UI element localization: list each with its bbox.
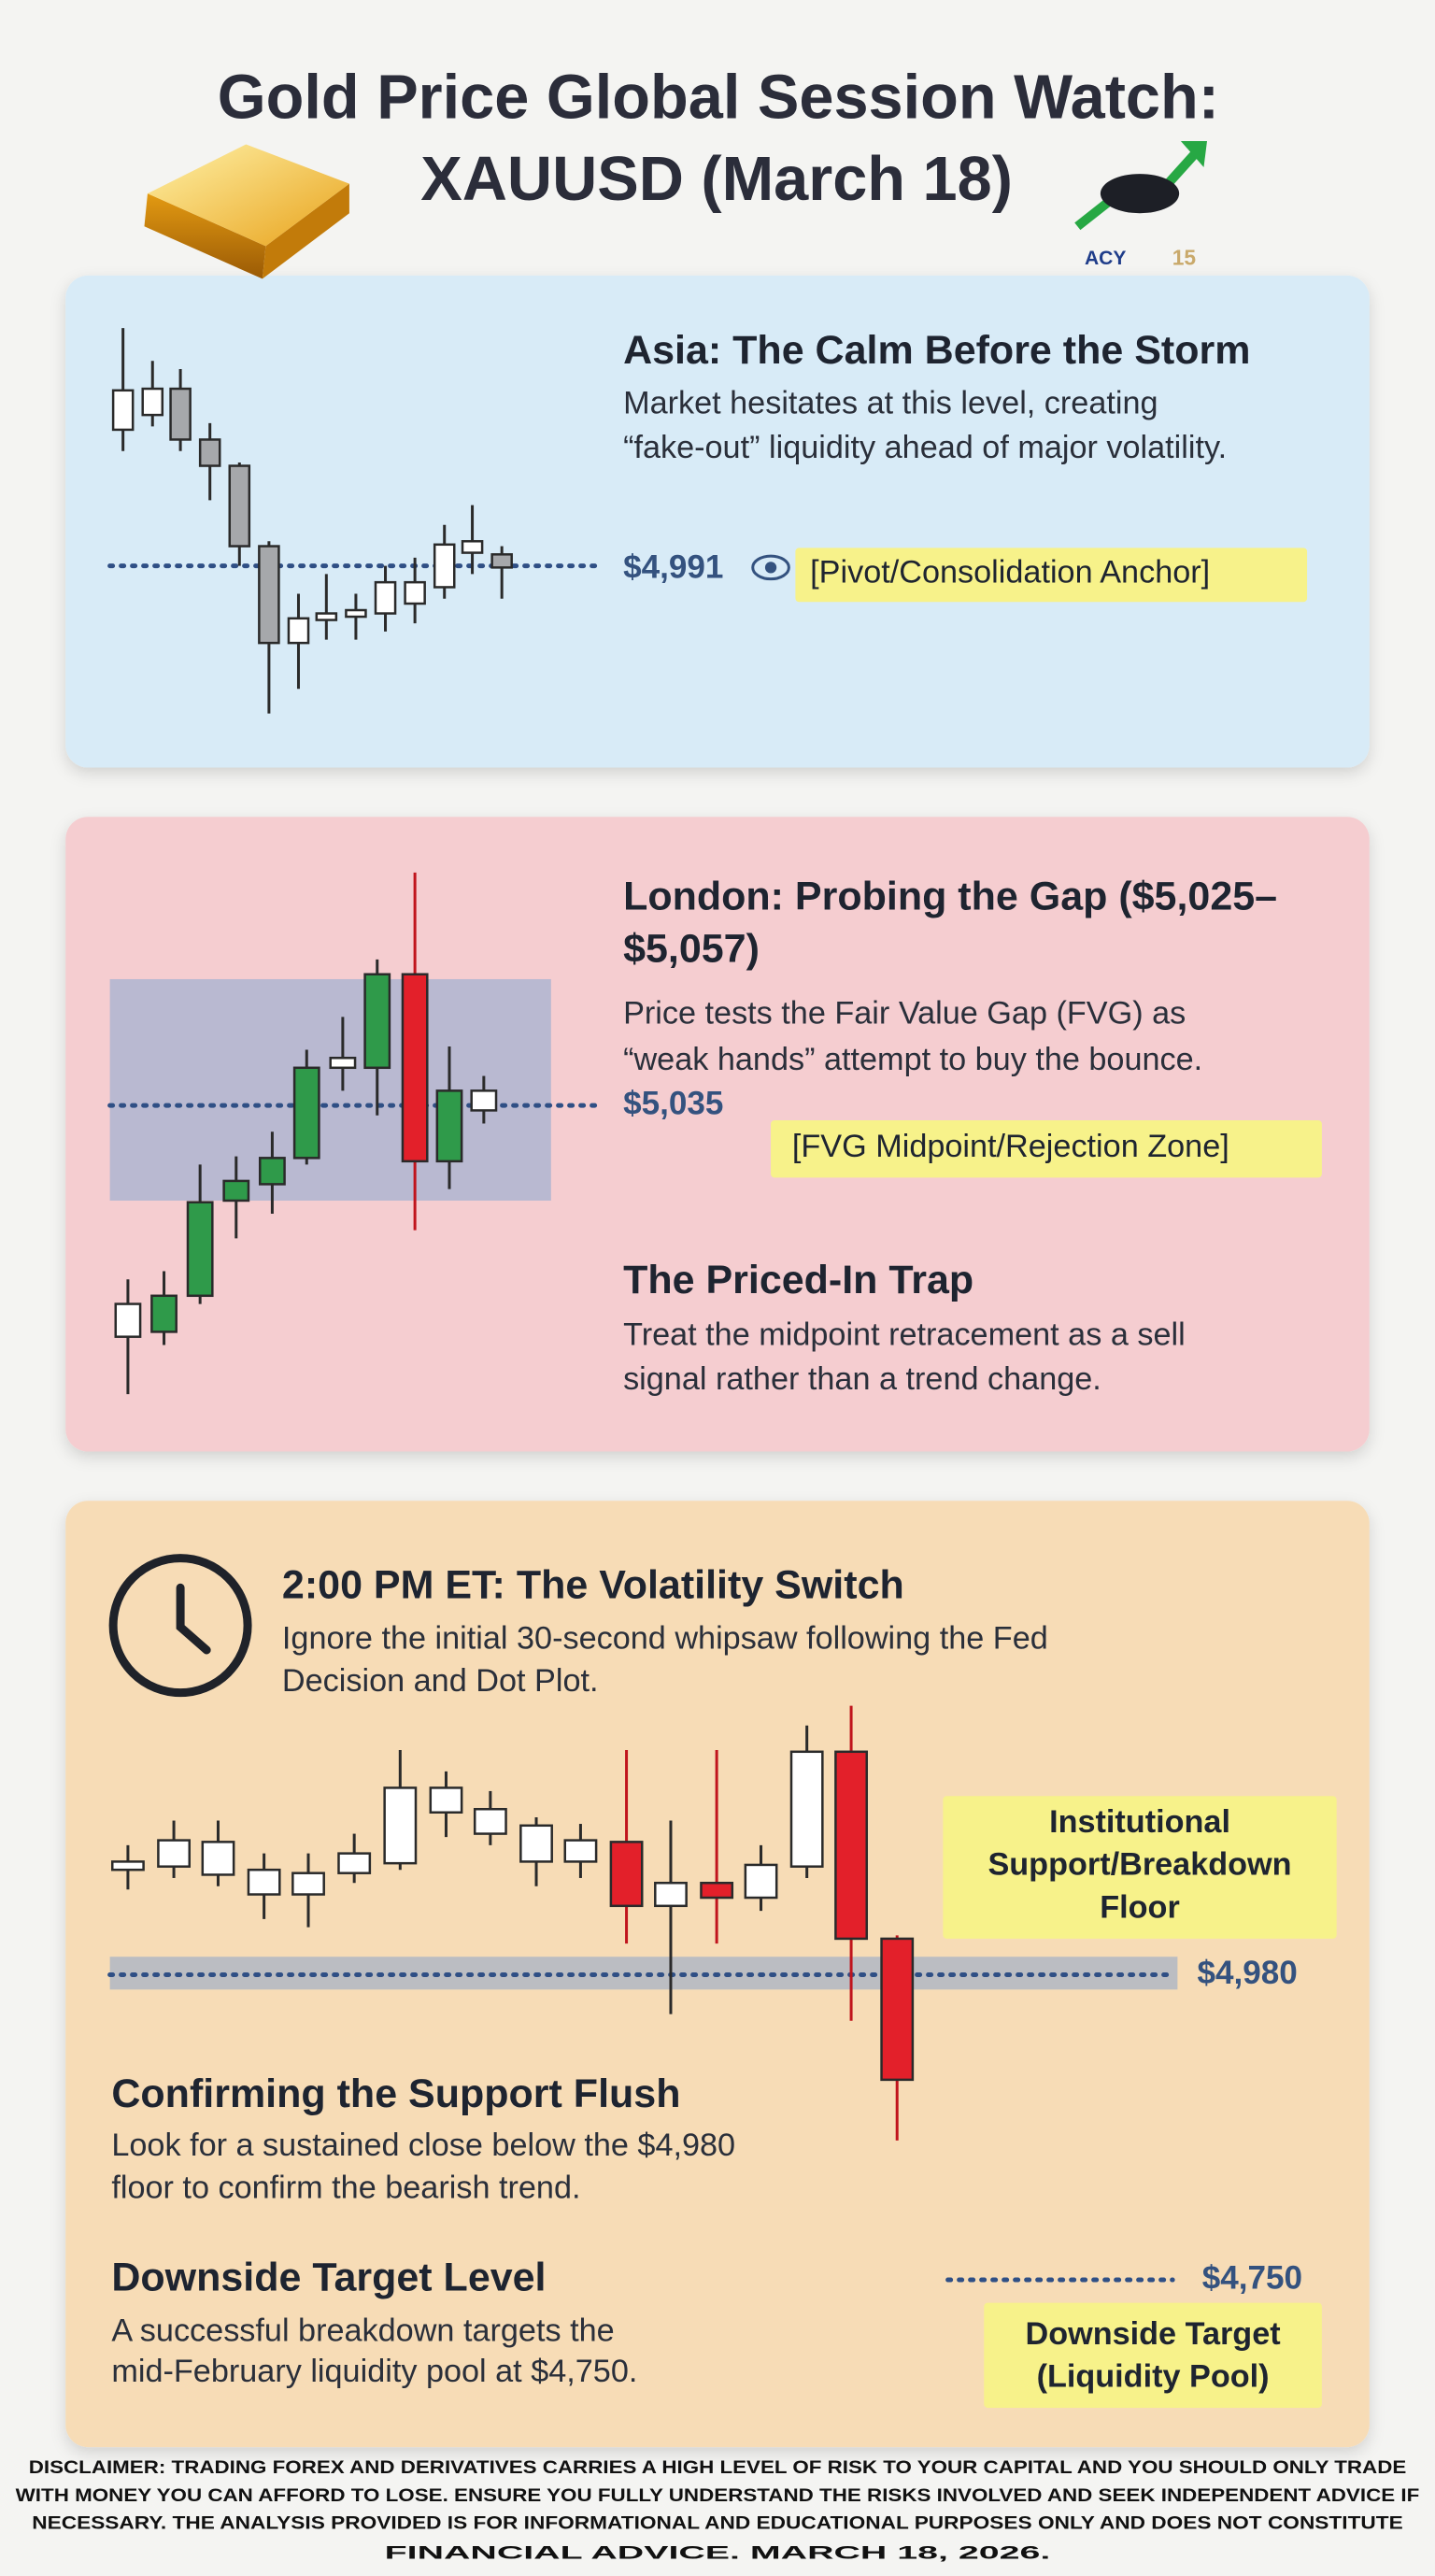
disclaimer: DISCLAIMER: TRADING FOREX AND DERIVATIVE… bbox=[29, 2458, 1407, 2478]
brand: ACY bbox=[1085, 248, 1126, 269]
label-highlight bbox=[771, 1119, 1322, 1178]
candle-body bbox=[383, 1786, 418, 1865]
section-body: A successful breakdown targets the bbox=[111, 2313, 614, 2348]
section-body: Ignore the initial 30-second whipsaw fol… bbox=[282, 1620, 1048, 1656]
candle-body bbox=[150, 1294, 178, 1333]
section-title: 2:00 PM ET: The Volatility Switch bbox=[282, 1563, 904, 1608]
candle-body bbox=[287, 617, 310, 645]
candle-body bbox=[186, 1201, 214, 1298]
candle-body bbox=[519, 1824, 553, 1863]
eye-icon bbox=[751, 554, 790, 581]
candle-body bbox=[258, 1157, 286, 1186]
level-price: $4,750 bbox=[1202, 2259, 1302, 2296]
candle-body bbox=[700, 1881, 734, 1900]
candle-body bbox=[315, 612, 338, 621]
candle-body bbox=[609, 1841, 644, 1908]
section-body: Market hesitates at this level, creating bbox=[623, 386, 1158, 421]
candle-body bbox=[654, 1881, 688, 1908]
logo-bull bbox=[1100, 174, 1180, 214]
london-panel bbox=[65, 817, 1370, 1452]
section-body: Price tests the Fair Value Gap (FVG) as bbox=[623, 996, 1186, 1032]
candle-body bbox=[470, 1089, 498, 1112]
level-price: $4,991 bbox=[623, 548, 723, 585]
candle-body bbox=[490, 553, 513, 569]
candle-body bbox=[433, 543, 456, 589]
candle-body bbox=[563, 1839, 598, 1863]
section-title: The Priced-In Trap bbox=[623, 1258, 973, 1302]
candle-body bbox=[110, 1860, 145, 1872]
candle-body bbox=[292, 1066, 320, 1160]
candle-body bbox=[345, 608, 367, 619]
section-title: $5,057) bbox=[623, 927, 760, 972]
candle-body bbox=[435, 1089, 463, 1163]
logo-arrowhead bbox=[1180, 140, 1207, 168]
level-label: Floor bbox=[1100, 1889, 1180, 1925]
candle-body bbox=[429, 1786, 463, 1814]
candle-body bbox=[111, 389, 135, 432]
candle-body bbox=[157, 1839, 192, 1868]
candle-body bbox=[404, 580, 426, 605]
section-title: Asia: The Calm Before the Storm bbox=[623, 328, 1250, 373]
section-body: Decision and Dot Plot. bbox=[282, 1663, 599, 1699]
section-title: Downside Target Level bbox=[111, 2255, 546, 2299]
gold-bar-front bbox=[262, 183, 349, 279]
candle-body bbox=[222, 1179, 250, 1203]
level-price: $4,980 bbox=[1197, 1955, 1297, 1991]
candle-body bbox=[198, 438, 221, 467]
candle-body bbox=[337, 1852, 372, 1874]
candle-body bbox=[141, 387, 164, 417]
title: XAUUSD (March 18) bbox=[420, 145, 1013, 214]
clock-icon bbox=[108, 1554, 252, 1698]
candle-body bbox=[258, 545, 280, 645]
clock-hands bbox=[176, 1583, 211, 1655]
section-body: Treat the midpoint retracement as a sell bbox=[623, 1317, 1186, 1353]
label-highlight bbox=[795, 548, 1308, 603]
section-body: Look for a sustained close below the $4,… bbox=[111, 2128, 735, 2163]
level-label: (Liquidity Pool) bbox=[1037, 2358, 1270, 2394]
candle-body bbox=[329, 1057, 357, 1070]
candle-body bbox=[473, 1807, 507, 1835]
candle-body bbox=[228, 464, 251, 548]
candle-body bbox=[291, 1872, 325, 1896]
section-body: floor to confirm the bearish trend. bbox=[111, 2170, 580, 2206]
gold-bar-side bbox=[144, 193, 266, 279]
candle-body bbox=[114, 1302, 142, 1338]
eye-pupil bbox=[764, 562, 777, 574]
candle-body bbox=[880, 1937, 915, 2082]
candle-body bbox=[789, 1750, 824, 1868]
anniversary: 15 bbox=[1172, 245, 1197, 269]
candle-body bbox=[744, 1863, 778, 1900]
level-label: Support/Breakdown bbox=[987, 1847, 1291, 1883]
candle-body bbox=[461, 540, 484, 554]
disclaimer: NECESSARY. THE ANALYSIS PROVIDED IS FOR … bbox=[32, 2514, 1403, 2534]
title: Gold Price Global Session Watch: bbox=[218, 63, 1219, 132]
candle-body bbox=[363, 973, 391, 1070]
level-label: [Pivot/Consolidation Anchor] bbox=[810, 554, 1210, 590]
level-price: $5,035 bbox=[623, 1085, 723, 1121]
candle-body bbox=[247, 1868, 281, 1896]
label-highlight bbox=[943, 1796, 1337, 1939]
section-body: signal rather than a trend change. bbox=[623, 1361, 1101, 1397]
disclaimer: WITH MONEY YOU CAN AFFORD TO LOSE. ENSUR… bbox=[16, 2486, 1420, 2506]
candle-body bbox=[201, 1841, 235, 1876]
candle-body bbox=[169, 387, 192, 441]
gold-bar-top bbox=[147, 144, 349, 247]
candle-body bbox=[374, 580, 397, 615]
label-highlight bbox=[984, 2302, 1322, 2408]
asia-panel bbox=[65, 275, 1370, 768]
candle-body bbox=[834, 1750, 868, 1941]
section-title: Confirming the Support Flush bbox=[111, 2071, 680, 2116]
section-body: “weak hands” attempt to buy the bounce. bbox=[623, 1042, 1202, 1077]
section-body: mid-February liquidity pool at $4,750. bbox=[111, 2354, 637, 2389]
section-title: London: Probing the Gap ($5,025– bbox=[623, 874, 1277, 918]
disclaimer: FINANCIAL ADVICE. MARCH 18, 2026. bbox=[385, 2543, 1051, 2563]
candle-body bbox=[401, 973, 429, 1163]
level-label: [FVG Midpoint/Rejection Zone] bbox=[792, 1129, 1229, 1164]
section-body: “fake-out” liquidity ahead of major vola… bbox=[623, 430, 1227, 465]
level-label: Institutional bbox=[1049, 1804, 1230, 1840]
level-label: Downside Target bbox=[1025, 2316, 1280, 2352]
